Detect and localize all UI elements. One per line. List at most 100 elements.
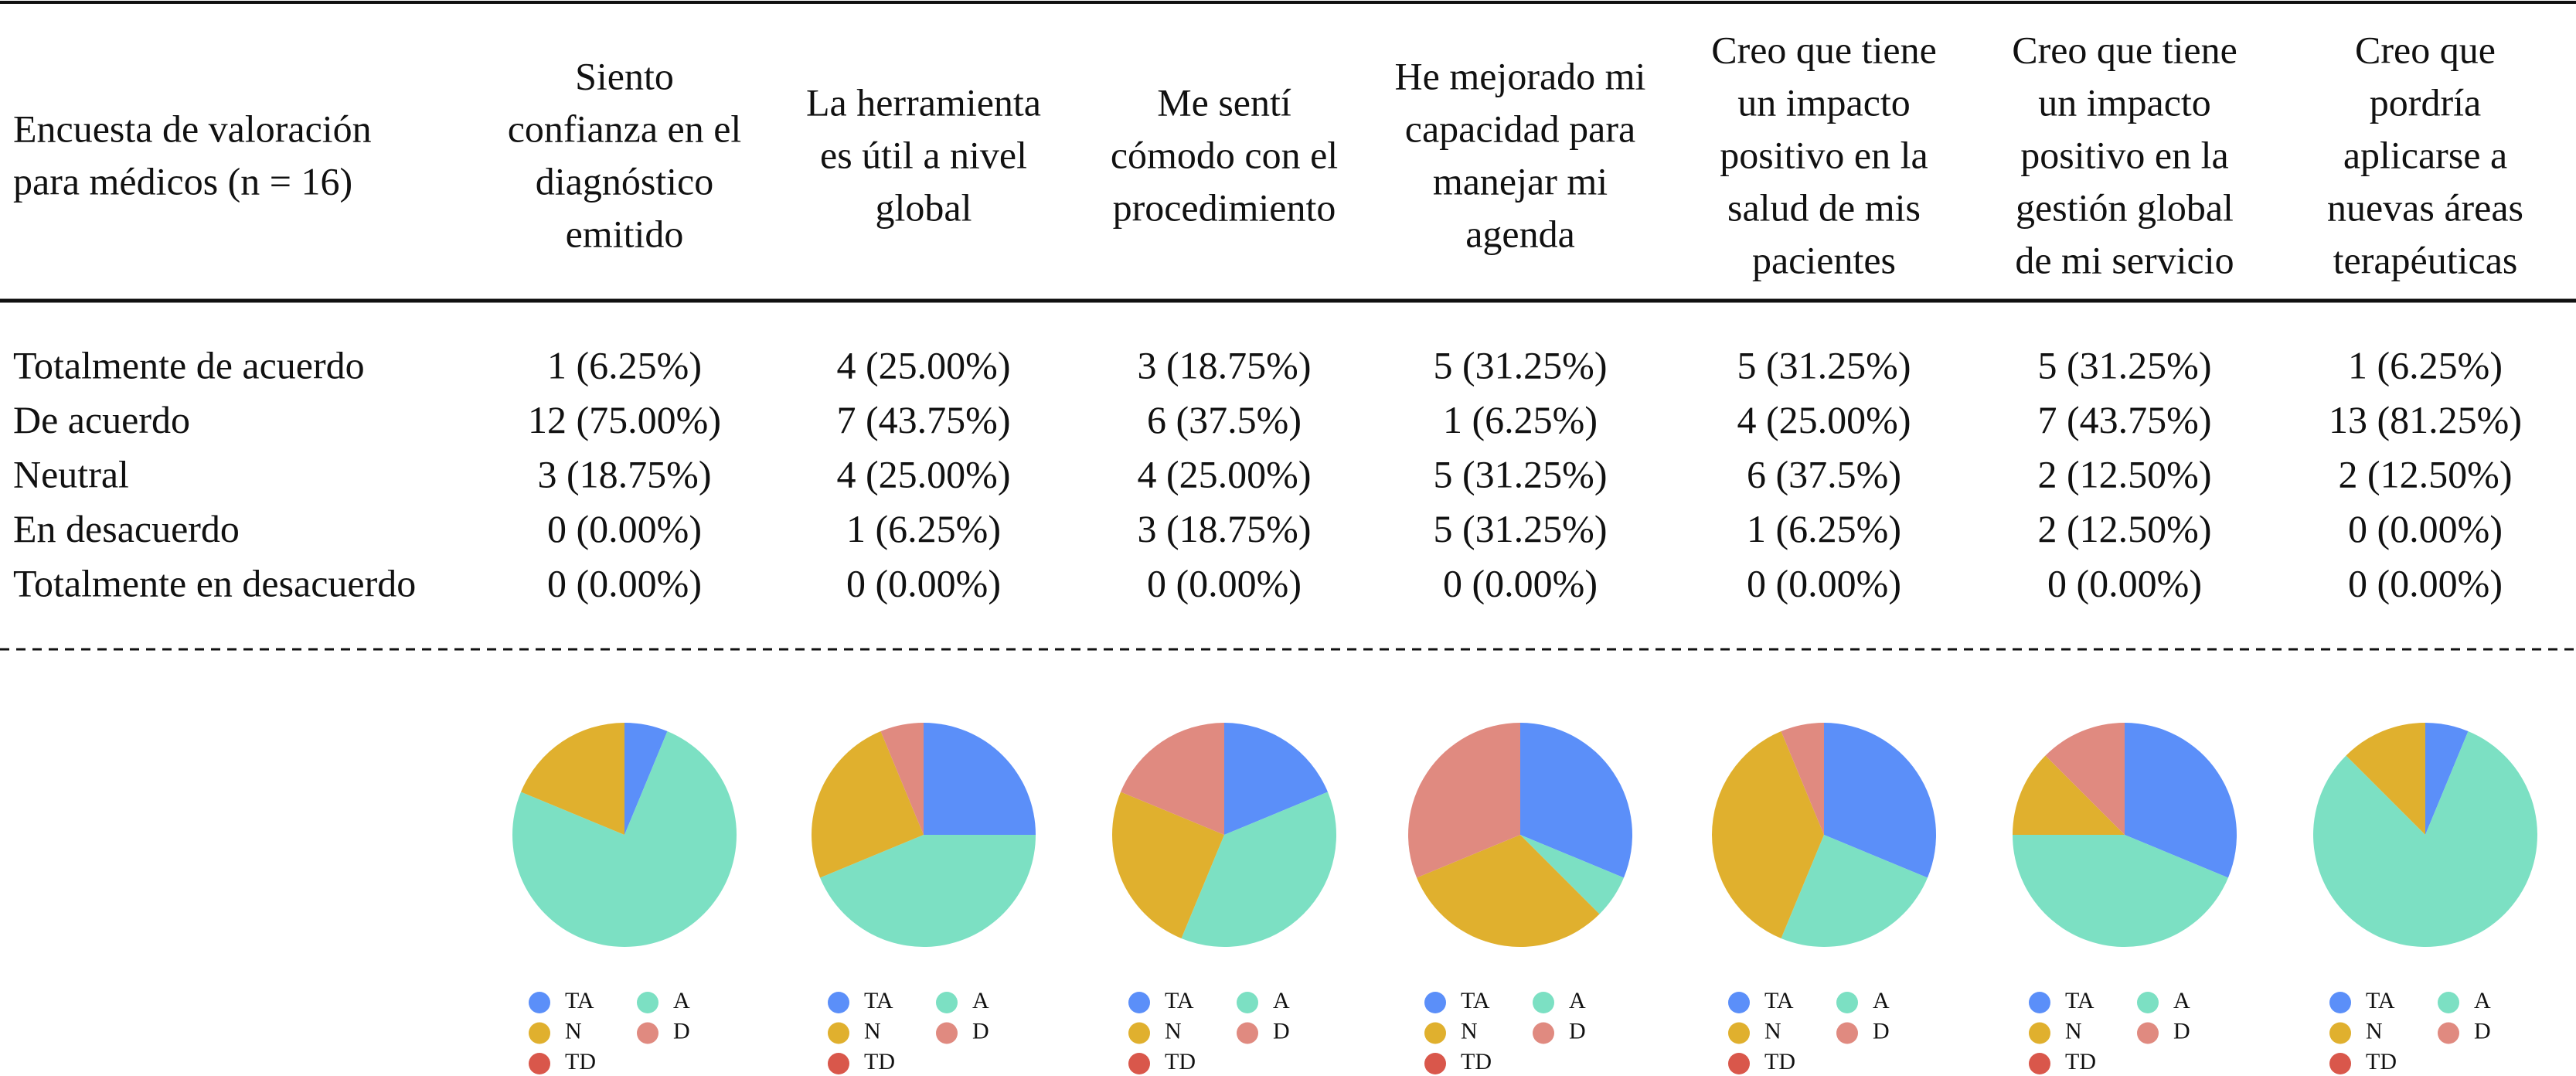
- row-label: De acuerdo: [13, 398, 190, 441]
- cell: 6 (37.5%): [1147, 398, 1302, 441]
- pie-slice: [811, 731, 924, 878]
- legend-label: A: [1873, 988, 1890, 1013]
- header-text: pordría: [2370, 80, 2481, 124]
- cell: 0 (0.00%): [2348, 507, 2503, 550]
- legend-marker: [1237, 1022, 1258, 1044]
- row-label: En desacuerdo: [13, 507, 240, 550]
- legend-label: TD: [565, 1049, 596, 1074]
- legend-label: TD: [1764, 1049, 1795, 1074]
- header-text: pacientes: [1752, 238, 1896, 281]
- legend-marker: [1728, 1022, 1750, 1044]
- pie-slice: [1520, 835, 1624, 914]
- legend-label: D: [1273, 1018, 1290, 1044]
- header-text: manejar mi: [1433, 159, 1608, 203]
- cell: 12 (75.00%): [528, 398, 721, 441]
- legend-label: TD: [1461, 1049, 1492, 1074]
- legend-marker: [828, 1022, 849, 1044]
- pie-slice: [820, 835, 1036, 948]
- pie-slice: [1121, 723, 1224, 835]
- legend-marker: [529, 992, 550, 1013]
- legend-marker: [2029, 1022, 2050, 1044]
- legend-label: D: [2474, 1018, 2491, 1044]
- legend-marker: [2438, 1022, 2459, 1044]
- header-text: Creo que: [2355, 28, 2496, 71]
- row-label: Totalmente de acuerdo: [13, 343, 365, 386]
- header-text: gestión global: [2016, 186, 2234, 229]
- legend-marker: [1533, 992, 1554, 1013]
- header-text: Siento: [575, 54, 674, 97]
- legend-marker: [1728, 1053, 1750, 1074]
- cell: 3 (18.75%): [1138, 507, 1312, 550]
- legend-label: N: [864, 1018, 881, 1044]
- pie-slice: [2013, 755, 2125, 835]
- legend-marker: [2438, 992, 2459, 1013]
- row-label: Totalmente en desacuerdo: [13, 561, 416, 604]
- legend-label: N: [565, 1018, 582, 1044]
- legend-label: A: [1569, 988, 1586, 1013]
- header-text: terapéuticas: [2333, 238, 2518, 281]
- legend-marker: [1128, 992, 1150, 1013]
- legend-marker: [1728, 992, 1750, 1013]
- legend-label: TA: [1165, 988, 1194, 1013]
- cell: 4 (25.00%): [1737, 398, 1911, 441]
- pie-slice: [1181, 792, 1336, 947]
- legend-marker: [828, 1053, 849, 1074]
- cell: 5 (31.25%): [1434, 507, 1608, 550]
- header-text: positivo en la: [1720, 133, 1928, 176]
- legend-label: A: [2173, 988, 2190, 1013]
- pie-slice: [1781, 723, 1824, 835]
- cell: 2 (12.50%): [2038, 452, 2212, 495]
- header-text: para médicos (n = 16): [13, 159, 352, 203]
- header-text: Creo que tiene: [2012, 28, 2237, 71]
- header-text: cómodo con el: [1111, 133, 1338, 176]
- legend-marker: [2329, 1022, 2351, 1044]
- legend-marker: [529, 1053, 550, 1074]
- legend-marker: [1424, 1053, 1446, 1074]
- cell: 1 (6.25%): [547, 343, 702, 386]
- header-text: de mi servicio: [2015, 238, 2234, 281]
- legend-marker: [637, 992, 658, 1013]
- pie-slice: [512, 731, 737, 947]
- legend-marker: [2329, 992, 2351, 1013]
- pie-slice: [1417, 835, 1600, 947]
- cell: 7 (43.75%): [2038, 398, 2212, 441]
- legend-label: D: [1873, 1018, 1890, 1044]
- legend-label: TA: [565, 988, 594, 1013]
- pie-slice: [1520, 723, 1632, 878]
- header-text: procedimiento: [1113, 186, 1336, 229]
- legend-label: D: [673, 1018, 690, 1044]
- cell: 0 (0.00%): [547, 561, 702, 604]
- header-text: capacidad para: [1405, 107, 1635, 150]
- legend-label: N: [1165, 1018, 1182, 1044]
- pie-slice: [521, 723, 624, 835]
- header-text: salud de mis: [1727, 186, 1921, 229]
- legend-marker: [2029, 1053, 2050, 1074]
- cell: 6 (37.5%): [1747, 452, 1901, 495]
- cell: 1 (6.25%): [1443, 398, 1598, 441]
- pie-slice: [2045, 723, 2125, 835]
- cell: 2 (12.50%): [2038, 507, 2212, 550]
- legend-label: D: [1569, 1018, 1586, 1044]
- cell: 4 (25.00%): [837, 343, 1011, 386]
- header-text: La herramienta: [806, 80, 1041, 124]
- cell: 3 (18.75%): [1138, 343, 1312, 386]
- cell: 3 (18.75%): [538, 452, 712, 495]
- legend-label: TD: [2065, 1049, 2096, 1074]
- header-text: agenda: [1465, 212, 1575, 255]
- legend-label: D: [972, 1018, 989, 1044]
- legend-marker: [529, 1022, 550, 1044]
- legend-label: A: [972, 988, 989, 1013]
- legend-marker: [1128, 1053, 1150, 1074]
- cell: 1 (6.25%): [2348, 343, 2503, 386]
- legend-marker: [1128, 1022, 1150, 1044]
- legend-label: TA: [864, 988, 893, 1013]
- pie-slice: [2425, 723, 2469, 835]
- cell: 5 (31.25%): [1434, 452, 1608, 495]
- legend-label: N: [2366, 1018, 2383, 1044]
- header-text: positivo en la: [2020, 133, 2228, 176]
- header-text: es útil a nivel: [820, 133, 1027, 176]
- pie-slice: [1408, 723, 1520, 878]
- header-text: un impacto: [1737, 80, 1911, 124]
- header-text: nuevas áreas: [2327, 186, 2523, 229]
